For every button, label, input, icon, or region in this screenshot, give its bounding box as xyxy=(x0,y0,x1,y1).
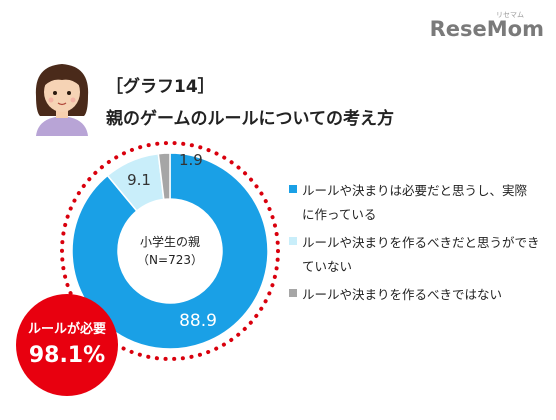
legend-item-1-line-1: ルールや決まりは必要だと思うし、実際 xyxy=(302,183,528,198)
rule-needed-badge: ルールが必要 98.1% xyxy=(16,294,118,396)
slice-3 xyxy=(157,152,171,201)
value-label-3: 1.9 xyxy=(179,151,203,169)
brand-logo-text: ReseMom xyxy=(430,17,544,41)
value-label-2: 9.1 xyxy=(127,171,151,189)
avatar-icon xyxy=(35,64,89,136)
brand-logo-ruby: リセマム xyxy=(496,11,524,19)
legend-swatch-2 xyxy=(289,237,297,245)
dotted-ring xyxy=(60,141,280,361)
center-label-line1: 小学生の親 xyxy=(140,234,200,249)
center-label-line2: （N=723） xyxy=(137,253,203,267)
legend-item-3-line-1: ルールや決まりを作るべきではない xyxy=(302,287,502,302)
legend-item-2-line-2: ていない xyxy=(302,259,352,274)
chart-title-line2: 親のゲームのルールについての考え方 xyxy=(106,108,394,129)
legend-swatch-1 xyxy=(289,185,297,193)
legend-swatch-3 xyxy=(289,289,297,297)
donut-slices xyxy=(71,152,269,350)
rule-needed-badge-label: ルールが必要 xyxy=(28,321,106,337)
slice-1 xyxy=(71,152,269,350)
rule-needed-badge-circle xyxy=(16,294,118,396)
chart-title-line1: ［グラフ14］ xyxy=(106,76,215,97)
legend-item-2-line-1: ルールや決まりを作るべきだと思うができ xyxy=(302,235,540,250)
brand-logo: リセマム ReseMom xyxy=(430,11,544,41)
legend: ルールや決まりは必要だと思うし、実際に作っているルールや決まりを作るべきだと思う… xyxy=(289,183,540,302)
legend-item-1-line-2: に作っている xyxy=(302,207,376,222)
value-label-1: 88.9 xyxy=(179,311,217,331)
rule-needed-badge-value: 98.1% xyxy=(29,343,105,368)
